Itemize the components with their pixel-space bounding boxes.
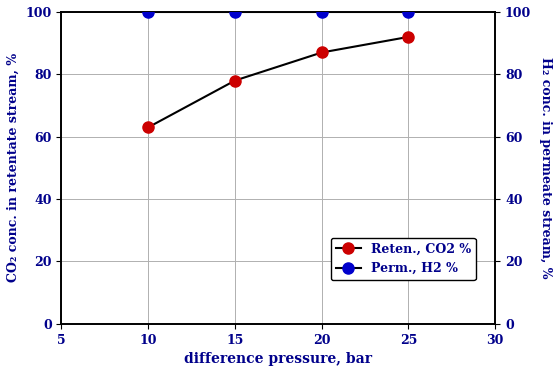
Perm., H2 % [405, 10, 412, 14]
Line: Reten., CO2 %: Reten., CO2 % [143, 31, 414, 133]
Y-axis label: CO₂ conc. in retentate stream, %: CO₂ conc. in retentate stream, % [7, 53, 20, 282]
Reten., CO2 % [231, 78, 238, 83]
Reten., CO2 % [319, 50, 325, 55]
Perm., H2 % [231, 10, 238, 14]
Line: Perm., H2 %: Perm., H2 % [143, 6, 414, 18]
Legend: Reten., CO2 %, Perm., H2 %: Reten., CO2 %, Perm., H2 % [331, 238, 476, 280]
Reten., CO2 % [405, 35, 412, 39]
Perm., H2 % [145, 10, 151, 14]
Reten., CO2 % [145, 125, 151, 129]
X-axis label: difference pressure, bar: difference pressure, bar [184, 352, 372, 366]
Y-axis label: H₂ conc. in permeate stream, %: H₂ conc. in permeate stream, % [539, 57, 552, 279]
Perm., H2 % [319, 10, 325, 14]
